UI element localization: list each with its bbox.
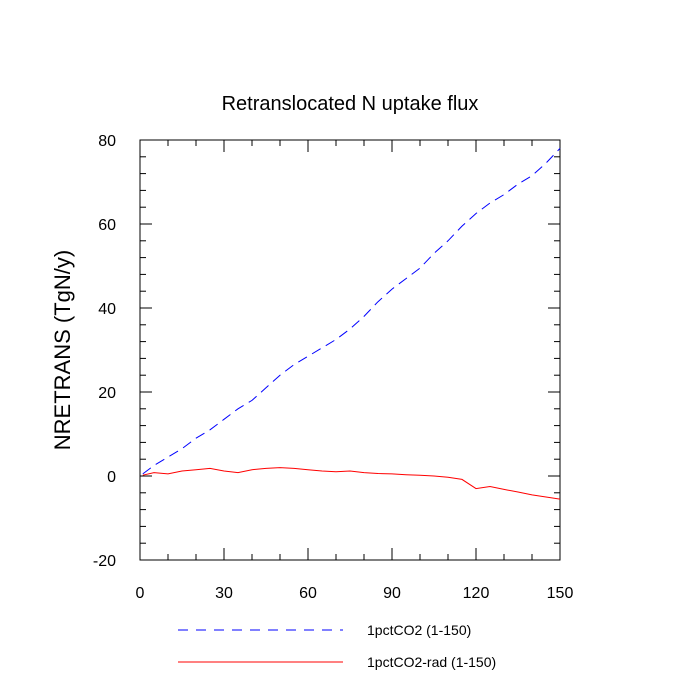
y-axis-label: NRETRANS (TgN/y) [50,250,75,450]
chart-title: Retranslocated N uptake flux [222,93,479,115]
series-line-2 [142,467,561,500]
x-tick-label: 150 [547,585,574,602]
legend-label-1: 1pctCO2 (1-150) [367,622,471,638]
axis-ticks [139,139,561,561]
y-tick-label: 40 [98,301,116,318]
x-tick-label: 30 [215,585,233,602]
axis-tick-labels: 0 30 60 90 120 150 -20 0 20 40 60 80 [93,133,574,602]
series-line-1 [142,148,561,475]
y-tick-label: 80 [98,133,116,150]
legend-label-2: 1pctCO2-rad (1-150) [367,654,496,670]
x-tick-label: 120 [463,585,490,602]
x-tick-label: 90 [383,585,401,602]
legend: 1pctCO2 (1-150) 1pctCO2-rad (1-150) [178,622,496,670]
plot-frame [139,139,561,561]
series-layer [142,148,561,500]
y-tick-label: 20 [98,385,116,402]
x-tick-label: 60 [299,585,317,602]
x-tick-label: 0 [136,585,145,602]
y-tick-label: 0 [107,469,116,486]
y-tick-label: 60 [98,217,116,234]
y-tick-label: -20 [93,553,116,570]
